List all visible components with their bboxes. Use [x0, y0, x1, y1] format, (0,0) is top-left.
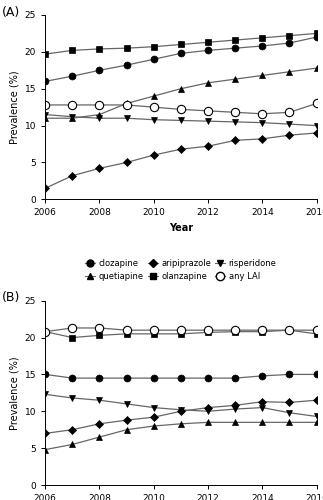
Text: (A): (A): [2, 6, 20, 19]
Legend: clozapine, quetiapine, aripiprazole, olanzapine, risperidone, any LAI: clozapine, quetiapine, aripiprazole, ola…: [85, 259, 276, 281]
Y-axis label: Prevalence (%): Prevalence (%): [9, 356, 19, 430]
Text: (B): (B): [2, 292, 20, 304]
Y-axis label: Prevalence (%): Prevalence (%): [9, 70, 19, 144]
X-axis label: Year: Year: [169, 223, 193, 233]
